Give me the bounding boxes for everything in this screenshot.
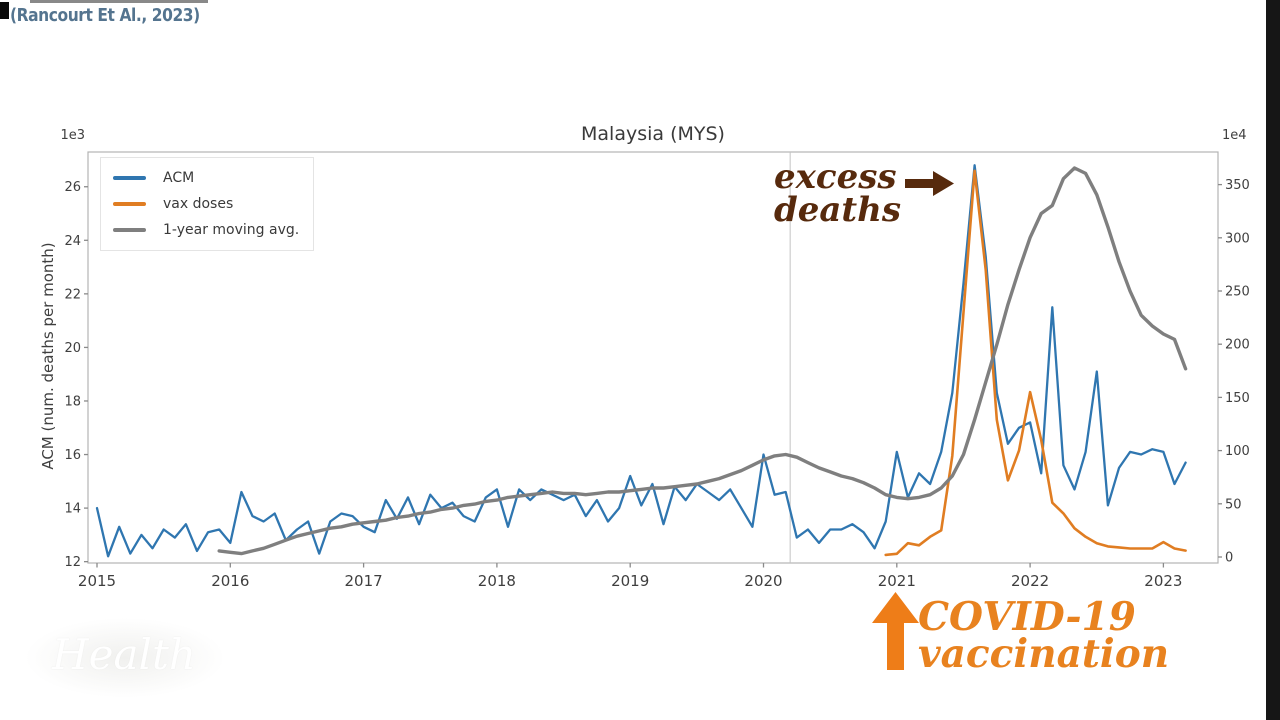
legend: ACM vax doses 1-year moving avg. xyxy=(100,157,315,251)
right-tick-label: 50 xyxy=(1225,497,1242,512)
excess-deaths-line2: deaths xyxy=(774,189,902,230)
excess-deaths-annotation: excess deaths xyxy=(774,157,902,230)
left-tick-label: 18 xyxy=(64,394,81,409)
series-line-acm xyxy=(95,164,1187,558)
right-tick-label: 100 xyxy=(1225,444,1250,459)
left-tick-label: 12 xyxy=(64,555,81,570)
right-arrow-icon xyxy=(905,171,954,196)
legend-item: ACM xyxy=(113,165,299,191)
watermark-background xyxy=(25,618,225,698)
x-tick-label: 2016 xyxy=(211,572,249,590)
up-arrow-icon xyxy=(872,592,919,670)
x-tick-label: 2017 xyxy=(345,572,383,590)
left-tick-label: 22 xyxy=(64,287,81,302)
right-tick-label: 350 xyxy=(1225,178,1250,193)
x-tick-label: 2015 xyxy=(78,572,116,590)
right-tick-label: 200 xyxy=(1225,338,1250,353)
right-axis-multiplier: 1e4 xyxy=(1222,128,1247,143)
left-tick-label: 24 xyxy=(64,234,81,249)
legend-item: vax doses xyxy=(113,191,299,217)
video-edge-band xyxy=(1266,0,1280,720)
y-axis-label: ACM (num. deaths per month) xyxy=(39,242,57,470)
right-tick-label: 250 xyxy=(1225,285,1250,300)
covid-vaccination-line2: vaccination xyxy=(918,631,1170,678)
health-logo-watermark: Health xyxy=(52,630,196,679)
citation-text: (Rancourt Et Al., 2023) xyxy=(10,5,200,26)
legend-swatch xyxy=(113,202,146,206)
compression-artifact xyxy=(30,0,208,3)
plot-border xyxy=(87,151,1219,564)
x-tick-label: 2022 xyxy=(1011,572,1049,590)
legend-swatch xyxy=(113,228,146,232)
x-tick-label: 2019 xyxy=(611,572,649,590)
excess-deaths-line1: excess xyxy=(774,157,897,197)
series-line-1-year-moving-avg- xyxy=(217,166,1188,556)
series-line-vax-doses xyxy=(884,169,1187,557)
right-tick-label: 150 xyxy=(1225,391,1250,406)
legend-label: ACM xyxy=(163,170,195,186)
chart-title: Malaysia (MYS) xyxy=(581,123,725,145)
covid-vaccination-annotation: COVID-19 vaccination xyxy=(918,594,1170,678)
x-tick-label: 2021 xyxy=(878,572,916,590)
left-tick-label: 20 xyxy=(64,341,81,356)
x-tick-label: 2018 xyxy=(478,572,516,590)
legend-label: vax doses xyxy=(163,196,234,212)
left-tick-label: 26 xyxy=(64,180,81,195)
left-tick-label: 16 xyxy=(64,448,81,463)
legend-label: 1-year moving avg. xyxy=(163,222,300,238)
x-tick-label: 2023 xyxy=(1144,572,1182,590)
right-tick-label: 0 xyxy=(1225,551,1233,566)
covid-vaccination-line1: COVID-19 xyxy=(918,594,1136,640)
legend-swatch xyxy=(113,176,146,180)
left-tick-label: 14 xyxy=(64,502,81,517)
left-axis-multiplier: 1e3 xyxy=(60,128,85,143)
legend-item: 1-year moving avg. xyxy=(113,217,299,243)
right-tick-label: 300 xyxy=(1225,231,1250,246)
x-tick-label: 2020 xyxy=(744,572,782,590)
compression-artifact xyxy=(0,2,9,19)
